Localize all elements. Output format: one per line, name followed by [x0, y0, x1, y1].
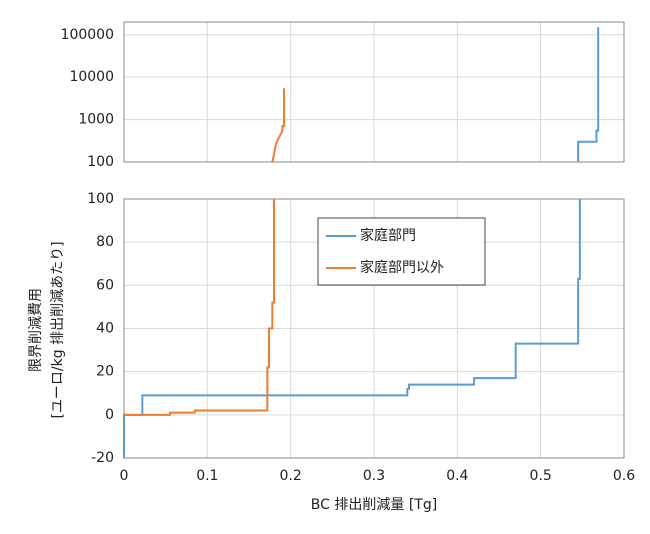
x-tick-label: 0	[120, 468, 129, 484]
legend-label: 家庭部門以外	[360, 259, 444, 276]
x-tick-label: 0.5	[530, 468, 552, 484]
series-line	[123, 199, 581, 458]
x-tick-label: 0.1	[196, 468, 218, 484]
x-tick-label: 0.3	[363, 468, 385, 484]
y-axis-label: [ユーロ/kg 排出削減あたり]	[49, 241, 66, 418]
y-tick-label: 100	[87, 154, 114, 170]
y-tick-label: 10000	[69, 69, 114, 85]
plot-frame	[123, 198, 625, 459]
series-line	[271, 88, 285, 163]
plot-frame	[123, 21, 625, 163]
x-tick-label: 0.6	[613, 468, 635, 484]
legend-label: 家庭部門	[360, 227, 416, 244]
y-tick-label: 20	[96, 364, 114, 380]
y-tick-label: 80	[96, 234, 114, 250]
y-tick-label: 100	[87, 191, 114, 207]
y-tick-label: -20	[91, 450, 114, 466]
y-tick-label: 60	[96, 277, 114, 293]
y-axis-label: 限界削減費用	[27, 288, 44, 372]
series-line	[124, 199, 275, 416]
legend-box	[317, 217, 486, 286]
y-tick-label: 0	[105, 407, 114, 423]
series-line	[577, 27, 600, 162]
x-axis-label: BC 排出削減量 [Tg]	[311, 496, 437, 513]
x-tick-label: 0.4	[446, 468, 468, 484]
y-tick-label: 1000	[78, 112, 114, 128]
y-tick-label: 40	[96, 321, 114, 337]
y-tick-label: 100000	[61, 27, 114, 43]
x-tick-label: 0.2	[280, 468, 302, 484]
